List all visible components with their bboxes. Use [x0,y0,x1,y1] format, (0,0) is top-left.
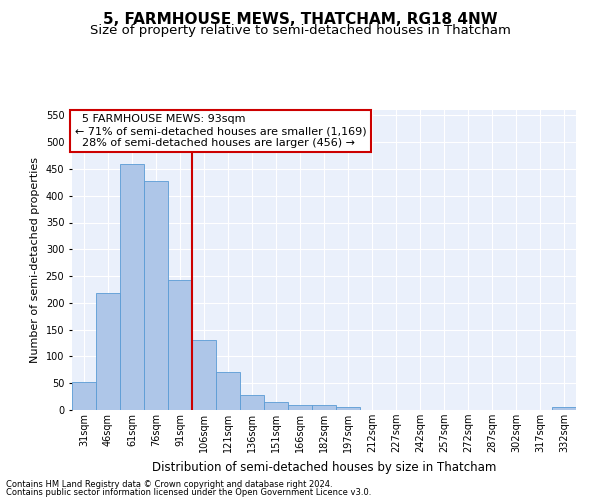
Bar [336,408,360,410]
Text: 5 FARMHOUSE MEWS: 93sqm
← 71% of semi-detached houses are smaller (1,169)
  28% : 5 FARMHOUSE MEWS: 93sqm ← 71% of semi-de… [74,114,366,148]
Bar [192,340,216,410]
Text: Contains public sector information licensed under the Open Government Licence v3: Contains public sector information licen… [6,488,371,497]
Text: Contains HM Land Registry data © Crown copyright and database right 2024.: Contains HM Land Registry data © Crown c… [6,480,332,489]
Bar [144,181,168,410]
Bar [264,402,288,410]
Bar [96,293,120,410]
Bar [72,382,96,410]
Bar [552,408,576,410]
Bar [240,395,264,410]
X-axis label: Distribution of semi-detached houses by size in Thatcham: Distribution of semi-detached houses by … [152,460,496,473]
Bar [312,404,336,410]
Bar [216,372,240,410]
Bar [288,404,312,410]
Y-axis label: Number of semi-detached properties: Number of semi-detached properties [30,157,40,363]
Bar [168,280,192,410]
Text: Size of property relative to semi-detached houses in Thatcham: Size of property relative to semi-detach… [89,24,511,37]
Bar [120,164,144,410]
Text: 5, FARMHOUSE MEWS, THATCHAM, RG18 4NW: 5, FARMHOUSE MEWS, THATCHAM, RG18 4NW [103,12,497,28]
